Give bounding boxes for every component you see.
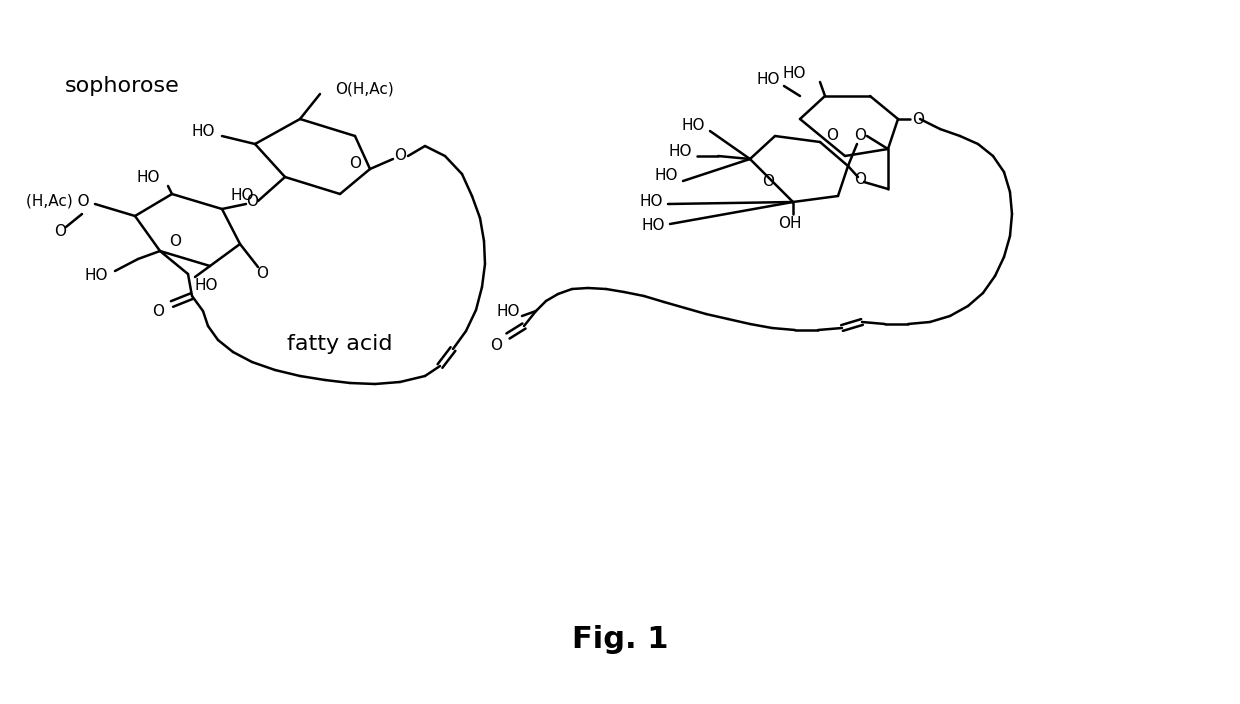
Text: HO: HO: [782, 66, 806, 82]
Text: OH: OH: [779, 217, 802, 232]
Text: HO: HO: [229, 189, 253, 203]
Text: O: O: [255, 267, 268, 282]
Text: HO: HO: [195, 279, 218, 294]
Text: fatty acid: fatty acid: [288, 334, 393, 354]
Text: O: O: [490, 339, 502, 353]
Text: O: O: [153, 305, 164, 320]
Text: HO: HO: [191, 125, 215, 139]
Text: O: O: [348, 156, 361, 172]
Text: O: O: [55, 225, 66, 239]
Text: HO: HO: [640, 194, 663, 208]
Text: O: O: [394, 149, 405, 163]
Text: HO: HO: [496, 303, 520, 318]
Text: HO: HO: [655, 168, 678, 184]
Text: HO: HO: [641, 218, 665, 234]
Text: O: O: [169, 234, 181, 249]
Text: O: O: [246, 194, 258, 208]
Text: O: O: [854, 172, 866, 187]
Text: O: O: [763, 175, 774, 189]
Text: HO: HO: [668, 144, 692, 158]
Text: O: O: [826, 129, 838, 144]
Text: (H,Ac) O: (H,Ac) O: [26, 194, 91, 208]
Text: HO: HO: [682, 118, 706, 134]
Text: Fig. 1: Fig. 1: [572, 624, 668, 653]
Text: HO: HO: [756, 72, 780, 87]
Text: O(H,Ac): O(H,Ac): [335, 82, 394, 96]
Text: HO: HO: [84, 268, 108, 284]
Text: O: O: [854, 129, 866, 144]
Text: HO: HO: [136, 170, 160, 185]
Text: O: O: [911, 111, 924, 127]
Text: sophorose: sophorose: [64, 76, 180, 96]
